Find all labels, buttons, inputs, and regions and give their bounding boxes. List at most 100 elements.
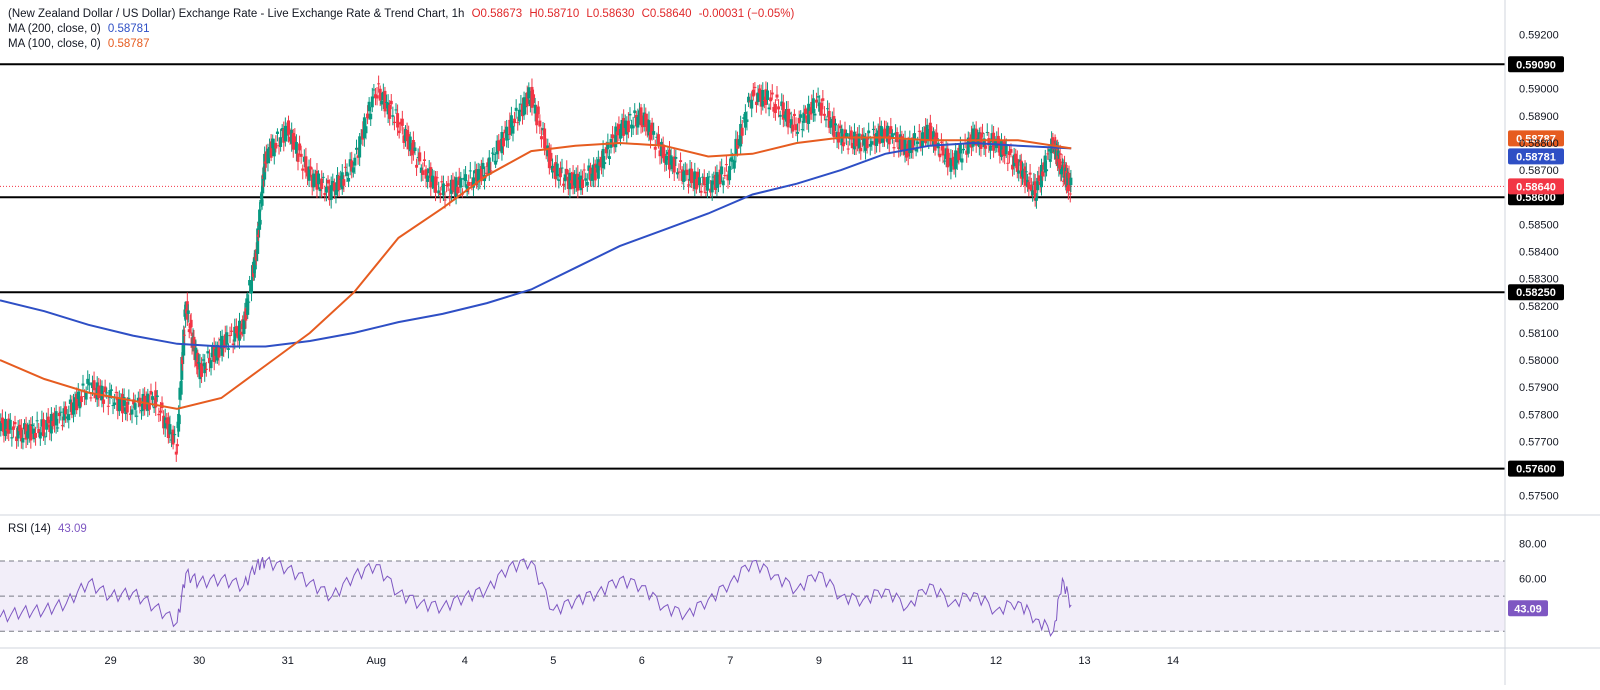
candle-body [479, 165, 483, 182]
candle-body [539, 136, 543, 140]
candle-body [427, 168, 431, 174]
candle-body [27, 424, 31, 439]
candle-body [8, 419, 12, 430]
rsi-line [0, 556, 1072, 637]
candle-body [1015, 158, 1019, 172]
candle-body [397, 130, 401, 134]
candle-body [898, 134, 902, 150]
candle-body [568, 172, 572, 190]
candle-body [701, 176, 705, 178]
candle-body [478, 172, 482, 182]
candle-body [742, 117, 746, 119]
ma100-axis-box [1508, 130, 1564, 147]
candle-body [642, 112, 646, 126]
candle-body [309, 166, 313, 170]
candle-body [182, 329, 186, 356]
candle-body [250, 280, 254, 294]
candle-body [911, 137, 915, 151]
candle-body [669, 155, 673, 165]
candle-body [62, 408, 66, 421]
candle-body [337, 175, 341, 191]
candle-body [519, 103, 523, 105]
candle-body [775, 94, 779, 98]
y-tick-label: 0.59000 [1519, 84, 1559, 96]
candle-body [293, 136, 297, 146]
candle-body [805, 115, 809, 123]
candle-body [372, 89, 376, 91]
candle-body [946, 148, 950, 168]
chart-title: (New Zealand Dollar / US Dollar) Exchang… [8, 8, 465, 20]
candle-body [971, 128, 975, 147]
candle-body [767, 107, 771, 110]
candle-body [354, 147, 358, 150]
candle-body [1017, 170, 1021, 174]
candle-body [313, 177, 317, 179]
candle-body [794, 124, 798, 131]
y-tick-label: 0.57500 [1519, 491, 1559, 503]
candle-body [84, 391, 88, 400]
candle-body [587, 165, 591, 171]
x-tick-label: 11 [902, 655, 913, 667]
candle-body [685, 169, 689, 176]
candle-body [378, 88, 382, 101]
candle-body [154, 390, 158, 408]
candle-body [362, 117, 366, 139]
rsi-pane: 80.00 60.00 43.09 [0, 539, 1548, 637]
candle-body [1058, 158, 1062, 169]
candle-body [422, 159, 426, 161]
candle-body [408, 136, 412, 152]
candle-body [876, 130, 880, 138]
candle-body [585, 181, 589, 186]
candle-body [358, 136, 362, 158]
candle-body [607, 156, 611, 159]
candle-body [792, 113, 796, 117]
candle-body [87, 382, 91, 386]
candle-body [960, 158, 964, 163]
candle-body [177, 415, 181, 425]
candle-body [856, 133, 860, 145]
candle-body [343, 166, 347, 168]
candle-body [56, 427, 60, 429]
ohlc-close-key: C [641, 8, 650, 20]
candle-body [574, 174, 578, 189]
candle-body [546, 145, 550, 157]
candle-body [897, 147, 901, 150]
rsi-axis-label: 43.09 [1514, 603, 1542, 615]
candle-body [641, 121, 645, 128]
candle-body [386, 102, 390, 115]
candle-body [34, 433, 38, 438]
candle-body [416, 157, 420, 159]
candle-body [81, 383, 85, 386]
y-tick-label: 0.58800 [1519, 138, 1559, 150]
candle-body [981, 132, 985, 135]
candle-body [1037, 175, 1041, 182]
candle-body [64, 406, 68, 415]
candle-body [215, 344, 219, 361]
candle-body [16, 426, 20, 439]
candle-body [228, 335, 232, 337]
candle-body [573, 174, 577, 186]
candle-body [18, 424, 22, 432]
candle-body [182, 334, 186, 336]
candle-body [947, 158, 951, 163]
candle-body [666, 152, 670, 155]
candle-body [958, 143, 962, 154]
candle-body [520, 104, 524, 117]
candle-body [663, 153, 667, 164]
candle-body [743, 112, 747, 128]
y-tick-label: 0.58400 [1519, 247, 1559, 259]
x-tick-label: 14 [1167, 655, 1179, 667]
candle-body [845, 133, 849, 137]
candle-body [405, 130, 409, 141]
candle-body [394, 109, 398, 111]
candle-body [984, 145, 988, 149]
candle-body [849, 130, 853, 140]
candle-body [506, 138, 510, 140]
candle-body [656, 134, 660, 145]
candle-body [606, 142, 610, 150]
candle-body [392, 121, 396, 124]
x-tick-label: 7 [727, 655, 733, 667]
candle-body [434, 176, 438, 193]
candle-body [385, 101, 389, 103]
candle-body [24, 424, 28, 440]
